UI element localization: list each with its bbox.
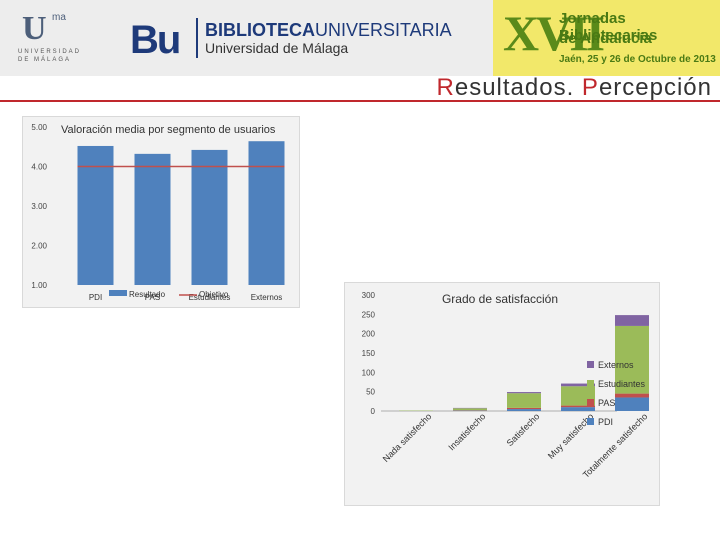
x-tick-label: PAS [145, 293, 160, 302]
uma-logo: U ma UNIVERSIDAD DE MÁLAGA [18, 10, 81, 66]
bar-segment-pdi [507, 409, 541, 411]
bar-segment-externos [507, 392, 541, 394]
chart-title: Grado de satisfacción [442, 292, 558, 306]
jornadas-numeral: XVII [503, 5, 605, 61]
y-tick-label: 4.00 [31, 163, 47, 172]
legend-swatch-pas [587, 399, 594, 406]
bar-segment-estudiantes [561, 386, 595, 406]
y-tick-label: 0 [371, 407, 376, 416]
jornadas-line2: de Andalucía [559, 30, 652, 47]
bar-segment-pas [507, 407, 541, 410]
bar-segment-pas [561, 405, 595, 408]
library-name-rest: UNIVERSITARIA [315, 20, 452, 40]
x-tick-label: Satisfecho [505, 411, 542, 448]
y-tick-label: 1.00 [31, 281, 47, 290]
legend-swatch-externos [587, 361, 594, 368]
x-tick-label: PDI [89, 293, 102, 302]
page-title-cap2: P [581, 74, 599, 101]
y-tick-label: 100 [362, 368, 376, 377]
jornadas-line1: Jornadas Bibliotecarias [559, 10, 658, 44]
bar-segment-pas [615, 393, 649, 398]
chart-title: Valoración media por segmento de usuario… [61, 124, 276, 136]
y-tick-label: 2.00 [31, 242, 47, 251]
bar-segment-externos [561, 383, 595, 387]
uma-logo-line2: DE MÁLAGA [18, 57, 72, 63]
chart2-svg: 300 250 200 150 100 50 0 Grado de satisfacción N… [362, 291, 650, 480]
bar-segment-estudiantes [507, 393, 541, 408]
chart1-box: 5.00 4.00 3.00 2.00 1.00 Valoración media por… [22, 116, 300, 308]
x-tick-label: Nada satisfecho [381, 411, 434, 464]
bar-segment-estudiantes [615, 325, 649, 394]
y-tick-label: 250 [362, 310, 376, 319]
x-tick-label: Estudiantes [189, 293, 231, 302]
page-title: Resultados. Percepción [437, 74, 713, 102]
uma-logo-text: UNIVERSIDAD DE MÁLAGA [18, 48, 81, 64]
y-tick-label: 50 [366, 388, 375, 397]
page-title-part1: esultados. [454, 74, 582, 101]
chart1-svg: 5.00 4.00 3.00 2.00 1.00 Valoración media por… [31, 123, 285, 302]
university-name: Universidad de Málaga [205, 40, 349, 56]
legend-label-pdi: PDI [598, 417, 613, 427]
bar-segment-pdi [561, 407, 595, 411]
uma-logo-line1: UNIVERSIDAD [18, 49, 82, 55]
legend-label-pas: PAS [598, 398, 615, 408]
slide-header: U ma UNIVERSIDAD DE MÁLAGA Bu BIBLIOTECA… [0, 0, 720, 76]
bar-resultado [134, 153, 171, 285]
bar-resultado [191, 149, 228, 285]
page-title-part2: ercepción [598, 74, 712, 101]
legend-swatch-resultado [109, 290, 127, 296]
chart2-box: 300 250 200 150 100 50 0 Grado de satisfacción N… [344, 282, 660, 506]
jornadas-banner: XVII Jornadas Bibliotecarias de Andalucí… [493, 0, 720, 76]
y-tick-label: 200 [362, 330, 376, 339]
bar-resultado [77, 145, 114, 285]
y-tick-label: 5.00 [31, 123, 47, 132]
bar-resultado [248, 141, 285, 285]
bu-logo-divider [196, 18, 198, 58]
x-tick-label: Externos [251, 293, 283, 302]
uma-logo-mark: U [22, 10, 47, 47]
legend-swatch-pdi [587, 418, 594, 425]
bar-segment-externos [615, 315, 649, 326]
legend-label-estudiantes: Estudiantes [598, 379, 646, 389]
legend-swatch-estudiantes [587, 380, 594, 387]
title-rule [0, 100, 720, 102]
legend-label-objetivo: Objetivo [199, 290, 229, 299]
y-tick-label: 300 [362, 291, 376, 300]
legend-label-resultado: Resultado [129, 290, 166, 299]
bar-segment-estudiantes [453, 408, 487, 411]
y-tick-label: 150 [362, 349, 376, 358]
uma-logo-sup: ma [52, 12, 66, 23]
bu-logo: Bu [130, 18, 181, 62]
library-name-bold: BIBLIOTECA [205, 20, 315, 40]
page-title-cap1: R [436, 74, 455, 101]
legend-label-externos: Externos [598, 360, 634, 370]
x-tick-label: Insatisfecho [446, 411, 487, 452]
bar-segment-pdi [615, 397, 649, 411]
jornadas-date: Jaén, 25 y 26 de Octubre de 2013 [559, 54, 716, 65]
y-tick-label: 3.00 [31, 202, 47, 211]
library-name: BIBLIOTECAUNIVERSITARIA [205, 20, 452, 41]
